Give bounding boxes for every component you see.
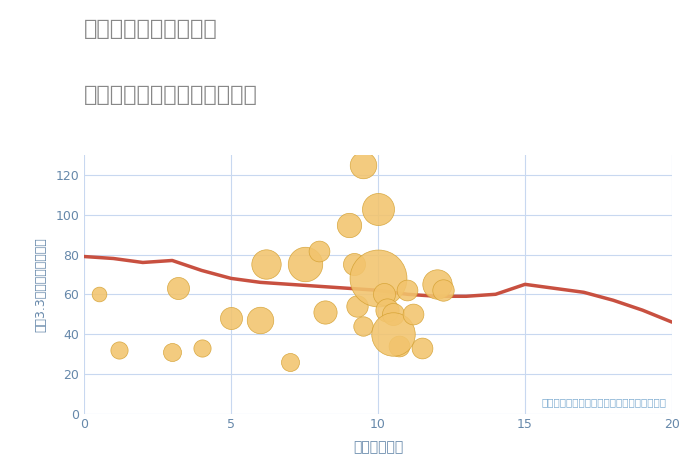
Point	[319, 308, 330, 316]
Point	[352, 303, 363, 310]
Point	[260, 261, 272, 268]
Point	[378, 290, 389, 298]
Text: 円の大きさは、取引のあった物件面積を示す: 円の大きさは、取引のあった物件面積を示す	[541, 398, 666, 407]
Point	[225, 314, 237, 322]
Point	[196, 344, 207, 352]
Point	[255, 316, 266, 324]
Point	[343, 221, 354, 228]
Point	[349, 261, 360, 268]
Point	[167, 348, 178, 356]
Point	[431, 281, 442, 288]
X-axis label: 駅距離（分）: 駅距離（分）	[353, 440, 403, 454]
Point	[284, 358, 295, 366]
Point	[387, 310, 398, 318]
Point	[416, 344, 428, 352]
Point	[407, 310, 419, 318]
Point	[113, 346, 125, 354]
Point	[172, 284, 183, 292]
Point	[93, 290, 104, 298]
Point	[387, 330, 398, 338]
Point	[299, 261, 310, 268]
Point	[358, 161, 369, 169]
Point	[382, 306, 393, 314]
Text: 駅距離別中古マンション価格: 駅距離別中古マンション価格	[84, 85, 258, 105]
Point	[372, 205, 384, 212]
Y-axis label: 坪（3.3㎡）単価（万円）: 坪（3.3㎡）単価（万円）	[34, 237, 47, 332]
Point	[393, 342, 404, 350]
Point	[314, 247, 325, 254]
Point	[358, 322, 369, 330]
Point	[437, 287, 448, 294]
Point	[372, 274, 384, 282]
Point	[402, 287, 413, 294]
Text: 三重県四日市市別山の: 三重県四日市市別山の	[84, 19, 218, 39]
